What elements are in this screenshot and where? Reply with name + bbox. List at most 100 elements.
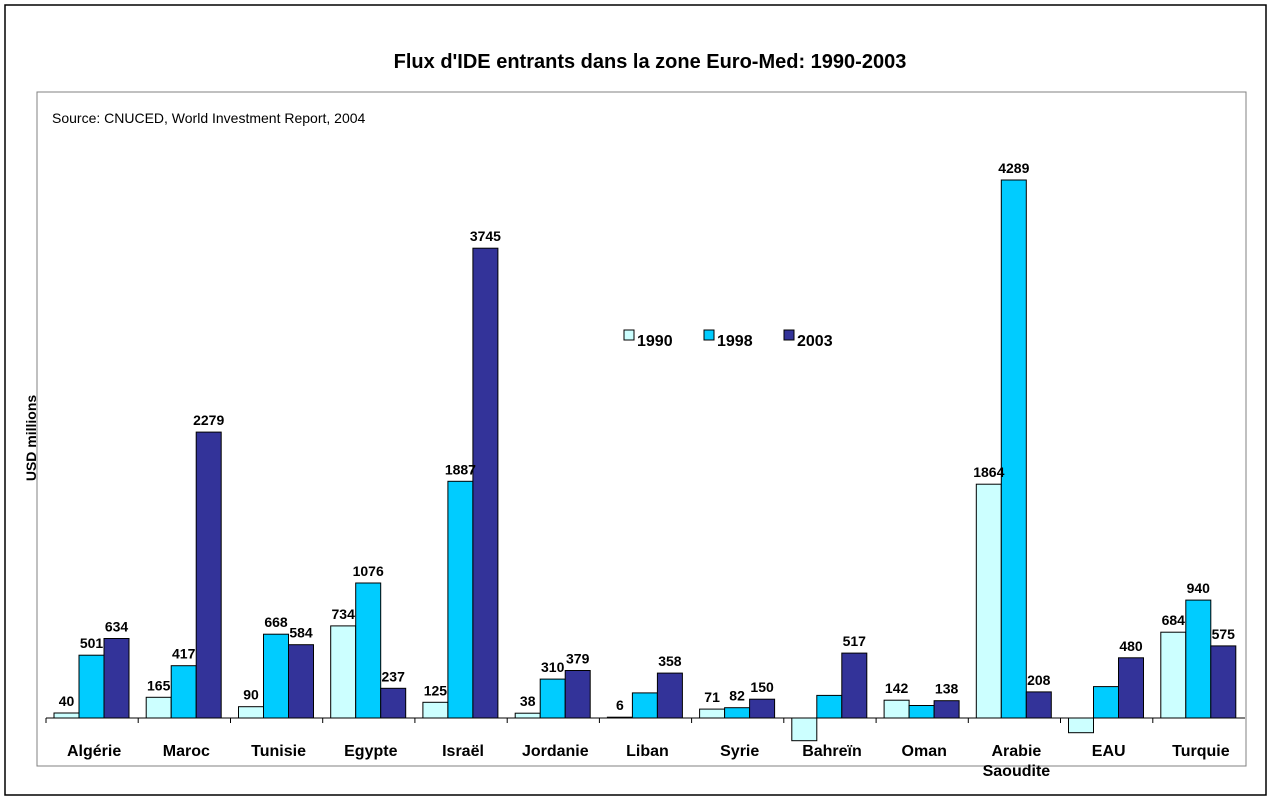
value-label-1990-9: 142 [885, 680, 909, 696]
bar-2003-11 [1118, 657, 1144, 719]
value-label-1990-7: 71 [704, 689, 720, 705]
bar-2003-6 [656, 672, 683, 719]
bar-1990-1 [145, 696, 172, 719]
value-label-1990-12: 684 [1162, 612, 1186, 628]
bar-1990-7 [699, 708, 726, 719]
bar-1998-12 [1185, 599, 1212, 719]
bar-2003-10 [1025, 691, 1052, 719]
value-label-1990-5: 38 [520, 693, 536, 709]
bar-1990-5 [514, 712, 541, 719]
bar-1990-11 [1068, 717, 1094, 734]
value-label-2003-4: 3745 [470, 228, 501, 244]
bar-1990-8 [791, 717, 818, 742]
value-label-1998-2: 668 [264, 614, 288, 630]
legend-swatch-2003 [783, 329, 795, 341]
bar-1998-2 [263, 633, 289, 719]
category-label-2: Tunisie [251, 743, 306, 760]
bar-1998-3 [355, 582, 382, 719]
bar-2003-9 [933, 700, 960, 719]
value-label-2003-0: 634 [105, 619, 129, 635]
value-label-1990-1: 165 [147, 677, 171, 693]
value-label-2003-8: 517 [843, 633, 867, 649]
value-label-2003-3: 237 [382, 668, 406, 684]
value-label-1998-0: 501 [80, 635, 104, 651]
bar-1990-9 [883, 699, 910, 719]
bars-layer [53, 179, 1237, 742]
value-label-1998-12: 940 [1187, 580, 1211, 596]
category-label-10: Arabie Saoudite [983, 743, 1051, 780]
value-label-2003-6: 358 [658, 653, 682, 669]
category-label-1: Maroc [163, 743, 210, 760]
value-label-1990-3: 734 [332, 606, 356, 622]
value-label-1990-0: 40 [59, 693, 75, 709]
value-label-1998-4: 1887 [445, 461, 476, 477]
value-label-2003-7: 150 [750, 679, 774, 695]
value-label-1990-4: 125 [424, 682, 448, 698]
bar-2003-0 [103, 638, 130, 719]
value-label-1998-3: 1076 [353, 563, 384, 579]
value-label-2003-11: 480 [1119, 638, 1143, 654]
bar-1998-10 [1000, 179, 1027, 719]
bar-1990-2 [238, 706, 264, 719]
value-label-1998-7: 82 [729, 688, 745, 704]
bar-1998-5 [539, 678, 566, 719]
bar-1990-0 [53, 712, 80, 719]
bar-1990-12 [1160, 631, 1187, 719]
value-label-2003-12: 575 [1212, 626, 1236, 642]
category-label-6: Liban [626, 743, 669, 760]
value-label-2003-9: 138 [935, 681, 959, 697]
category-labels-layer: Algérie Maroc Tunisie Egypte Israël Jordanie L… [45, 718, 1230, 780]
bar-1998-11 [1093, 686, 1119, 719]
bar-2003-2 [288, 644, 314, 719]
value-label-1998-1: 417 [172, 646, 196, 662]
bar-2003-5 [564, 670, 591, 719]
category-label-4: Israël [442, 743, 484, 760]
category-label-0: Algérie [67, 743, 121, 760]
bar-1998-4 [447, 480, 474, 719]
bar-2003-12 [1210, 645, 1237, 719]
value-label-2003-1: 2279 [193, 412, 224, 428]
bar-1990-10 [975, 483, 1002, 719]
legend-swatch-1998 [703, 329, 715, 341]
chart-title: Flux d'IDE entrants dans la zone Euro-Me… [394, 51, 907, 73]
category-label-11: EAU [1092, 743, 1126, 760]
legend-swatch-1990 [623, 329, 635, 341]
bar-1998-7 [724, 707, 751, 719]
category-label-7: Syrie [720, 743, 759, 760]
legend: 1990 1998 2003 [623, 329, 833, 350]
value-label-1998-5: 310 [541, 659, 565, 675]
y-axis-label: USD millions [23, 395, 39, 482]
legend-label-1998: 1998 [717, 333, 753, 350]
value-label-1998-10: 4289 [998, 160, 1029, 176]
value-label-1990-6: 6 [616, 697, 624, 713]
bar-2003-3 [380, 687, 407, 719]
bar-1998-1 [170, 665, 197, 719]
source-note: Source: CNUCED, World Investment Report,… [52, 110, 366, 126]
bar-2003-4 [472, 247, 499, 719]
bar-1998-8 [816, 694, 843, 719]
bar-1990-4 [422, 701, 449, 719]
bar-1998-9 [908, 705, 935, 719]
bar-1998-0 [78, 654, 105, 719]
legend-label-2003: 2003 [797, 333, 833, 350]
bar-2003-1 [195, 431, 222, 719]
bar-1990-3 [330, 625, 357, 719]
category-label-9: Oman [902, 743, 947, 760]
value-label-2003-5: 379 [566, 651, 590, 667]
bar-2003-7 [749, 698, 776, 719]
category-label-12: Turquie [1172, 743, 1230, 760]
category-label-3: Egypte [344, 743, 397, 760]
bar-1998-6 [631, 692, 658, 719]
value-label-1990-2: 90 [243, 687, 259, 703]
bar-2003-8 [841, 652, 868, 719]
plot-area-frame [36, 91, 1247, 767]
value-label-2003-2: 584 [289, 625, 313, 641]
value-label-2003-10: 208 [1027, 672, 1051, 688]
legend-label-1990: 1990 [637, 333, 673, 350]
value-label-1990-10: 1864 [973, 464, 1004, 480]
category-label-5: Jordanie [522, 743, 589, 760]
category-label-8: Bahreïn [802, 743, 862, 760]
